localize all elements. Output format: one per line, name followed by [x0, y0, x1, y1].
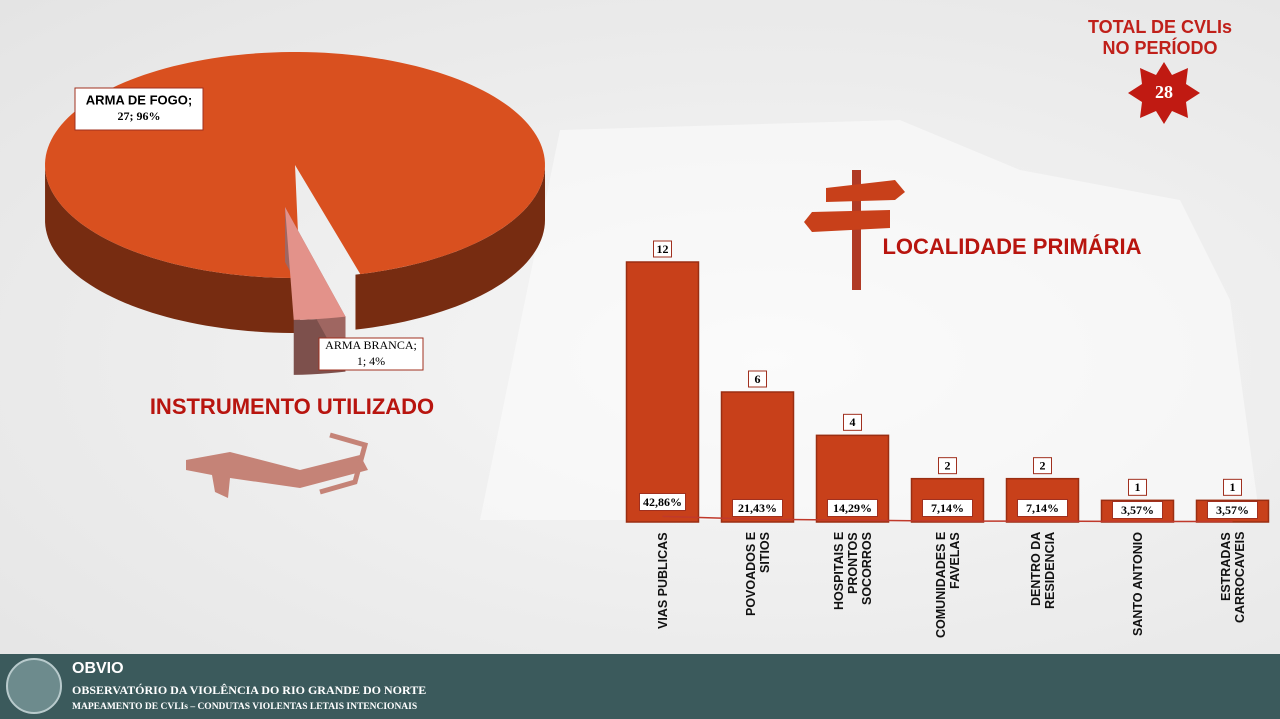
data-label: 12 [657, 242, 669, 256]
signpost-icon [804, 170, 905, 290]
data-label-box [653, 240, 672, 258]
total-value: 28 [1155, 82, 1173, 102]
data-label-box [1112, 501, 1163, 519]
percent-label: 3,57% [1216, 503, 1249, 517]
data-label: 2 [1040, 458, 1046, 472]
data-label-box [1017, 499, 1068, 517]
x-tick-label: ESTRADAS CARROCAVEIS [1218, 532, 1247, 624]
total-badge [1128, 62, 1200, 124]
data-label: 1; 4% [357, 354, 385, 368]
crossbow-icon [186, 432, 369, 498]
data-label-box [748, 370, 767, 388]
x-tick-label: POVOADOS E SITIOS [743, 532, 772, 617]
x-tick-label: HOSPITAIS E PRONTOS SOCORROS [831, 532, 874, 611]
data-label: 27; 96% [118, 109, 161, 123]
bar-title: LOCALIDADE PRIMÁRIA [882, 234, 1141, 259]
data-label-box [1128, 478, 1147, 496]
percent-label: 42,86% [643, 495, 682, 509]
data-label-box [318, 337, 424, 371]
data-label-box [1033, 457, 1052, 475]
x-tick-label: DENTRO DA RESIDENCIA [1028, 532, 1057, 610]
percent-label: 21,43% [738, 501, 777, 515]
data-label: 4 [850, 415, 856, 429]
pie-side [355, 165, 545, 330]
data-label: 1 [1230, 480, 1236, 494]
data-label: 2 [945, 458, 951, 472]
data-label-box [922, 499, 973, 517]
data-label-box [732, 499, 783, 517]
footer-bar [0, 654, 1280, 719]
footer-line: OBSERVATÓRIO DA VIOLÊNCIA DO RIO GRANDE … [72, 683, 427, 697]
data-label-box [1223, 478, 1242, 496]
data-label: 1 [1135, 480, 1141, 494]
data-label-box [938, 457, 957, 475]
pie-top [285, 207, 346, 320]
data-label-box [74, 87, 204, 131]
data-label-box [843, 413, 862, 431]
x-tick-label: SANTO ANTONIO [1130, 532, 1145, 636]
category-label: ARMA BRANCA; [325, 338, 417, 352]
x-tick-label: COMUNIDADES E FAVELAS [933, 532, 962, 639]
x-tick-label: VIAS PUBLICAS [655, 532, 670, 629]
percent-label: 7,14% [1026, 501, 1059, 515]
data-label-box [827, 499, 878, 517]
percent-label: 14,29% [833, 501, 872, 515]
data-label: 6 [755, 372, 761, 386]
line [662, 515, 1233, 523]
footer-line: MAPEAMENTO DE CVLIs – CONDUTAS VIOLENTAS… [72, 702, 418, 712]
percent-label: 7,14% [931, 501, 964, 515]
data-label-box [1207, 501, 1258, 519]
percent-label: 3,57% [1121, 503, 1154, 517]
category-label: ARMA DE FOGO; [86, 92, 192, 107]
footer-logo [6, 658, 62, 714]
total-label: NO PERÍODO [1102, 37, 1217, 58]
footer-brand: OBVIO [72, 660, 124, 677]
pie-title: INSTRUMENTO UTILIZADO [150, 394, 434, 419]
pie-side [45, 167, 300, 333]
bar [625, 261, 700, 523]
total-label: TOTAL DE CVLIs [1088, 17, 1232, 37]
data-label-box [639, 493, 686, 511]
